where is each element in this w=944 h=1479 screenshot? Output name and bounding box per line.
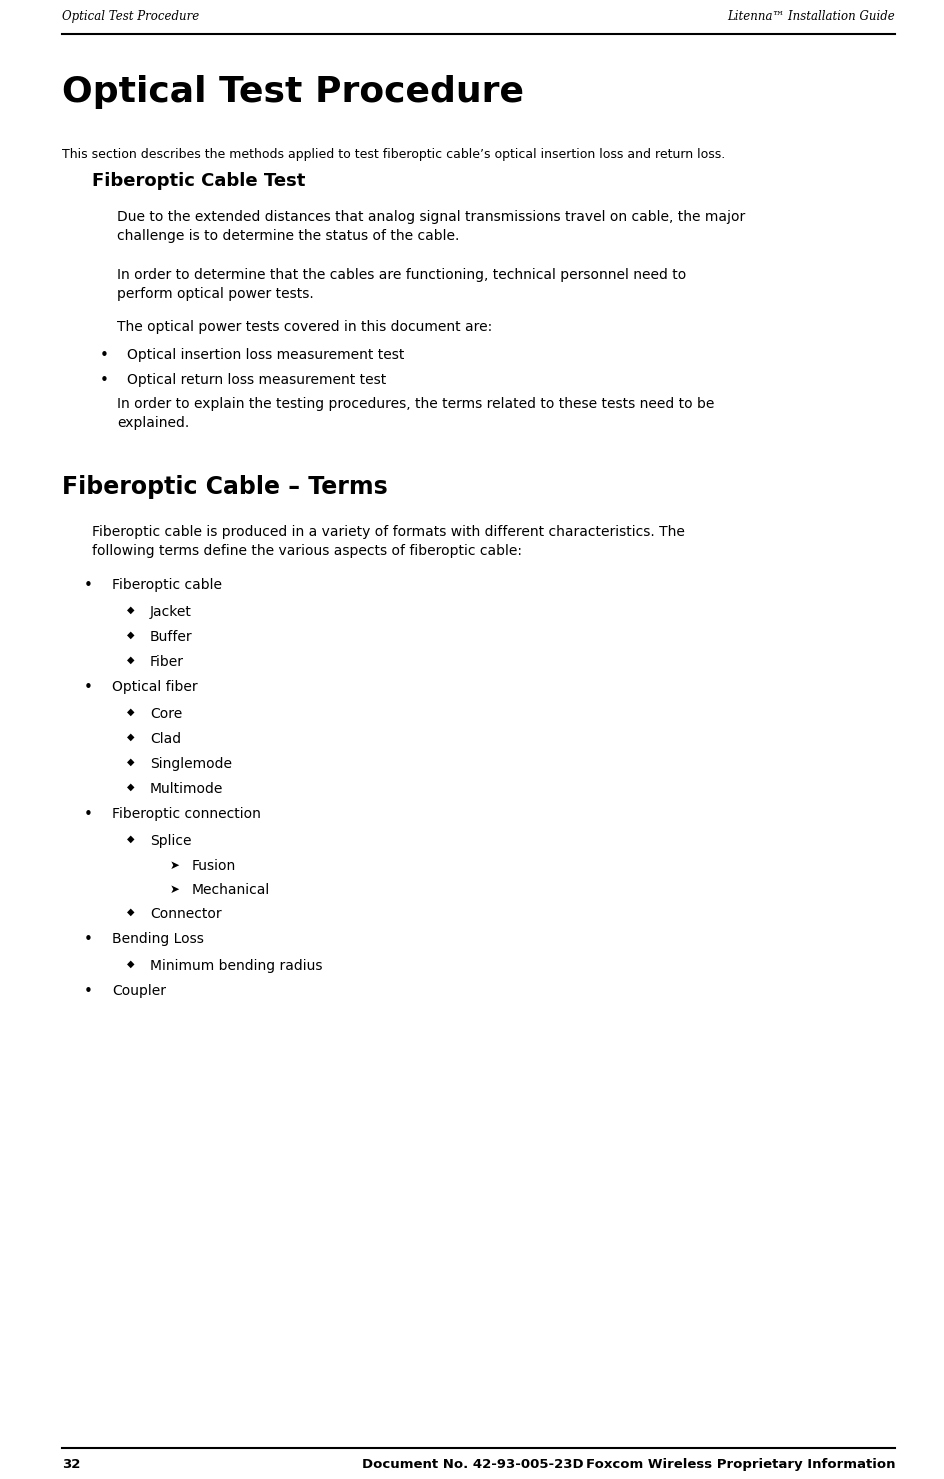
Text: 32: 32	[62, 1458, 80, 1472]
Text: Connector: Connector	[150, 907, 222, 921]
Text: Buffer: Buffer	[150, 630, 193, 643]
Text: ◆: ◆	[126, 757, 134, 768]
Text: Multimode: Multimode	[150, 782, 223, 796]
Text: Minimum bending radius: Minimum bending radius	[150, 958, 322, 973]
Text: Fiberoptic Cable – Terms: Fiberoptic Cable – Terms	[62, 475, 387, 498]
Text: Due to the extended distances that analog signal transmissions travel on cable, : Due to the extended distances that analo…	[117, 210, 745, 243]
Text: ◆: ◆	[126, 782, 134, 791]
Text: Optical return loss measurement test: Optical return loss measurement test	[126, 373, 386, 387]
Text: ➤: ➤	[170, 883, 179, 896]
Text: •: •	[100, 348, 109, 362]
Text: Foxcom Wireless Proprietary Information: Foxcom Wireless Proprietary Information	[585, 1458, 894, 1472]
Text: ◆: ◆	[126, 655, 134, 666]
Text: ◆: ◆	[126, 707, 134, 717]
Text: ◆: ◆	[126, 834, 134, 845]
Text: Splice: Splice	[150, 834, 192, 847]
Text: ◆: ◆	[126, 605, 134, 615]
Text: Optical Test Procedure: Optical Test Procedure	[62, 10, 199, 24]
Text: Clad: Clad	[150, 732, 181, 745]
Text: •: •	[84, 984, 93, 998]
Text: •: •	[84, 808, 93, 822]
Text: ◆: ◆	[126, 907, 134, 917]
Text: ◆: ◆	[126, 630, 134, 640]
Text: Core: Core	[150, 707, 182, 720]
Text: This section describes the methods applied to test fiberoptic cable’s optical in: This section describes the methods appli…	[62, 148, 724, 161]
Text: Jacket: Jacket	[150, 605, 192, 620]
Text: Mechanical: Mechanical	[192, 883, 270, 896]
Text: Optical insertion loss measurement test: Optical insertion loss measurement test	[126, 348, 404, 362]
Text: In order to determine that the cables are functioning, technical personnel need : In order to determine that the cables ar…	[117, 268, 685, 300]
Text: Optical Test Procedure: Optical Test Procedure	[62, 75, 523, 109]
Text: •: •	[84, 578, 93, 593]
Text: Optical fiber: Optical fiber	[112, 680, 197, 694]
Text: •: •	[84, 932, 93, 947]
Text: •: •	[84, 680, 93, 695]
Text: In order to explain the testing procedures, the terms related to these tests nee: In order to explain the testing procedur…	[117, 396, 714, 430]
Text: ➤: ➤	[170, 859, 179, 873]
Text: Document No. 42-93-005-23D: Document No. 42-93-005-23D	[362, 1458, 582, 1472]
Text: Bending Loss: Bending Loss	[112, 932, 204, 947]
Text: Fusion: Fusion	[192, 859, 236, 873]
Text: •: •	[100, 373, 109, 387]
Text: Fiberoptic cable: Fiberoptic cable	[112, 578, 222, 592]
Text: ◆: ◆	[126, 958, 134, 969]
Text: Fiberoptic cable is produced in a variety of formats with different characterist: Fiberoptic cable is produced in a variet…	[92, 525, 684, 558]
Text: The optical power tests covered in this document are:: The optical power tests covered in this …	[117, 319, 492, 334]
Text: Coupler: Coupler	[112, 984, 166, 998]
Text: Fiberoptic connection: Fiberoptic connection	[112, 808, 261, 821]
Text: Litenna™ Installation Guide: Litenna™ Installation Guide	[727, 10, 894, 24]
Text: Singlemode: Singlemode	[150, 757, 232, 771]
Text: Fiber: Fiber	[150, 655, 184, 669]
Text: Fiberoptic Cable Test: Fiberoptic Cable Test	[92, 172, 305, 189]
Text: ◆: ◆	[126, 732, 134, 742]
